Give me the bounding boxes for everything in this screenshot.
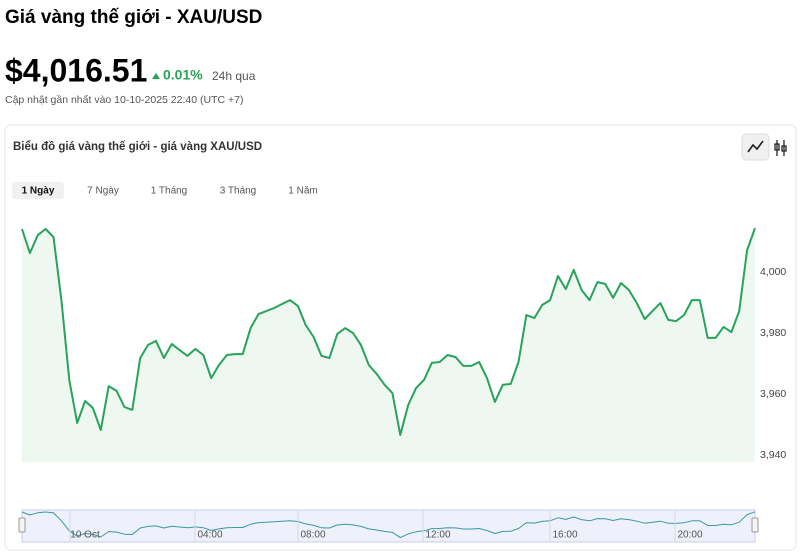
price-line <box>21 511 756 539</box>
y-tick-label: 3,980 <box>760 327 786 339</box>
area-fill <box>22 228 755 462</box>
y-tick-label: 4,000 <box>760 266 786 278</box>
tabs: 1 Ngày 7 Ngày 1 Tháng 3 Tháng 1 Năm <box>12 182 318 199</box>
navigator[interactable] <box>21 509 756 543</box>
nav-label: 12:00 <box>425 530 450 541</box>
nav-label: 20:00 <box>677 530 702 541</box>
nav-label: 10 Oct <box>70 530 100 541</box>
change: 0.01% <box>163 67 203 83</box>
line-icon <box>747 140 764 153</box>
price-line <box>21 227 756 436</box>
tab-active-bg <box>12 182 64 199</box>
up-arrow <box>152 73 160 79</box>
tab[interactable]: 1 Ngày <box>22 186 55 197</box>
nav-label: 04:00 <box>197 530 222 541</box>
period: 24h qua <box>212 69 256 83</box>
tab[interactable]: 7 Ngày <box>87 186 119 197</box>
plot: 3,940 3,960 3,980 4,000 <box>21 227 786 462</box>
nav-handle-left[interactable] <box>18 517 26 533</box>
tab[interactable]: 1 Tháng <box>151 186 188 197</box>
y-tick-label: 3,940 <box>760 449 786 461</box>
chart-title: Biểu đồ giá vàng thế giới - giá vàng XAU… <box>13 141 262 153</box>
nav-handle-right[interactable] <box>751 517 759 533</box>
updated: Cập nhật gần nhất vào 10-10-2025 22:40 (… <box>5 94 243 106</box>
candle-mode-button[interactable] <box>774 140 787 156</box>
nav-label: 16:00 <box>552 530 577 541</box>
tab[interactable]: 1 Năm <box>288 186 317 197</box>
tab[interactable]: 3 Tháng <box>220 186 257 197</box>
price: $4,016.51 <box>5 52 147 88</box>
y-tick-label: 3,960 <box>760 388 786 400</box>
page-title: Giá vàng thế giới - XAU/USD <box>5 7 262 28</box>
navigator-content: 10 Oct 04:00 08:00 12:00 16:00 20:00 <box>21 510 756 542</box>
nav-label: 08:00 <box>300 530 325 541</box>
